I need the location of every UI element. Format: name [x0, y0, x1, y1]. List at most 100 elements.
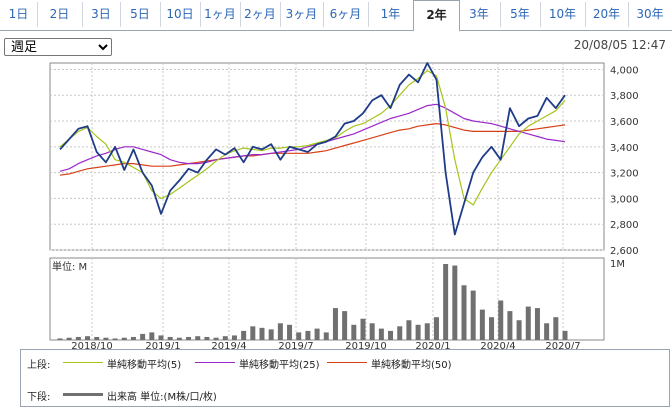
volume-bar — [553, 317, 559, 340]
volume-bar — [57, 338, 63, 340]
price-tick-label: 3,200 — [610, 169, 639, 180]
volume-unit-label: 単位: M — [52, 260, 87, 273]
volume-bar — [149, 332, 155, 340]
period-select[interactable]: 週足 — [4, 38, 112, 56]
volume-bar — [112, 338, 118, 340]
price-tick-label: 3,000 — [610, 194, 639, 205]
volume-bar — [498, 300, 504, 340]
tab-14[interactable]: 10年 — [540, 2, 586, 27]
volume-bar — [287, 324, 293, 340]
volume-bar — [397, 326, 403, 340]
legend-ma25-swatch — [195, 362, 235, 363]
price-tick-label: 4,000 — [610, 65, 639, 76]
volume-bar — [140, 333, 146, 340]
x-tick-label: 2018/10 — [71, 341, 113, 349]
volume-bar — [222, 336, 228, 340]
x-tick-label: 2020/7 — [545, 341, 580, 349]
volume-bar — [378, 328, 384, 340]
tab-8[interactable]: 3ヶ月 — [280, 2, 324, 27]
legend-ma50-label: 単純移動平均(50) — [371, 360, 452, 371]
volume-bar — [250, 326, 256, 340]
x-tick-label: 2019/7 — [278, 341, 313, 349]
tab-13[interactable]: 5年 — [500, 2, 541, 27]
volume-bar — [121, 337, 127, 340]
legend-lower-label: 下段: — [27, 392, 51, 403]
volume-bar — [479, 309, 485, 340]
ma25-line — [59, 103, 566, 172]
volume-bar — [305, 330, 311, 340]
volume-bar — [94, 336, 100, 340]
legend-volume-swatch — [63, 393, 103, 396]
tab-15[interactable]: 20年 — [585, 2, 629, 27]
volume-bar — [158, 335, 164, 340]
period-tabs: 1日 2日 3日 5日 10日 1ヶ月 2ヶ月 3ヶ月 6ヶ月 1年 2年 3年 5年 10年 20年 30年 — [0, 0, 672, 32]
tab-11[interactable]: 2年 — [413, 0, 460, 32]
price-tick-label: 2,800 — [610, 220, 639, 231]
volume-bar — [241, 330, 247, 340]
volume-bar — [332, 308, 338, 340]
volume-bar — [213, 337, 219, 340]
timestamp: 20/08/05 12:47 — [573, 38, 666, 52]
volume-bar — [525, 306, 531, 340]
volume-bar — [406, 320, 412, 340]
chart-legend: 上段: 単純移動平均(5) 単純移動平均(25) 単純移動平均(50) 下段: … — [20, 349, 670, 407]
volume-bar — [66, 337, 72, 340]
tab-5[interactable]: 10日 — [160, 2, 201, 27]
x-tick-label: 2019/4 — [211, 341, 246, 349]
volume-bar — [562, 330, 568, 340]
volume-bar — [103, 337, 109, 340]
x-tick-label: 2020/4 — [480, 341, 515, 349]
tab-4[interactable]: 5日 — [120, 2, 161, 27]
volume-bar — [534, 308, 540, 340]
volume-bar — [231, 335, 237, 340]
volume-bar — [452, 265, 458, 340]
volume-bar — [204, 336, 210, 340]
volume-bar — [351, 324, 357, 340]
volume-bar — [186, 336, 192, 340]
stock-chart: 4,000 3,800 3,600 3,400 3,200 3,000 2,800 2,600… — [49, 62, 639, 349]
volume-top-label: 1M — [610, 259, 625, 270]
volume-bar — [314, 328, 320, 340]
tab-12[interactable]: 3年 — [458, 2, 501, 27]
tab-16[interactable]: 30年 — [628, 2, 672, 27]
volume-bar — [433, 317, 439, 340]
x-tick-label: 2020/1 — [415, 341, 450, 349]
price-tick-label: 3,800 — [610, 91, 639, 102]
volume-bar — [75, 336, 81, 340]
volume-bar — [388, 330, 394, 340]
volume-bar — [424, 323, 430, 340]
volume-bar — [85, 336, 91, 340]
volume-bar — [544, 323, 550, 340]
x-tick-label: 2019/10 — [345, 341, 387, 349]
volume-bar — [470, 290, 476, 340]
tab-3[interactable]: 3日 — [82, 2, 121, 27]
tab-9[interactable]: 6ヶ月 — [323, 2, 369, 27]
volume-bar — [507, 311, 513, 340]
volume-bar — [259, 327, 265, 340]
legend-upper-label: 上段: — [27, 360, 51, 371]
volume-bar — [443, 264, 449, 340]
legend-ma50-swatch — [327, 362, 367, 363]
volume-bar — [516, 320, 522, 340]
ma5-line — [59, 70, 566, 206]
tab-7[interactable]: 2ヶ月 — [240, 2, 281, 27]
tab-6[interactable]: 1ヶ月 — [200, 2, 241, 27]
volume-bar — [195, 336, 201, 340]
volume-bar — [360, 318, 366, 340]
ma50-line — [59, 122, 566, 176]
price-tick-label: 3,600 — [610, 117, 639, 128]
price-tick-label: 3,400 — [610, 143, 639, 154]
volume-bar — [489, 317, 495, 340]
volume-bar — [277, 323, 283, 340]
legend-ma5-swatch — [63, 362, 103, 363]
tab-2[interactable]: 2日 — [37, 2, 83, 27]
volume-bar — [176, 337, 182, 340]
legend-ma5-label: 単純移動平均(5) — [107, 360, 182, 371]
volume-bar — [342, 311, 348, 340]
price-line — [59, 62, 566, 236]
volume-bar — [369, 323, 375, 340]
price-tick-label: 2,600 — [610, 246, 639, 257]
volume-bar — [268, 329, 274, 340]
x-tick-label: 2019/1 — [145, 341, 180, 349]
tab-1[interactable]: 1日 — [0, 2, 38, 27]
